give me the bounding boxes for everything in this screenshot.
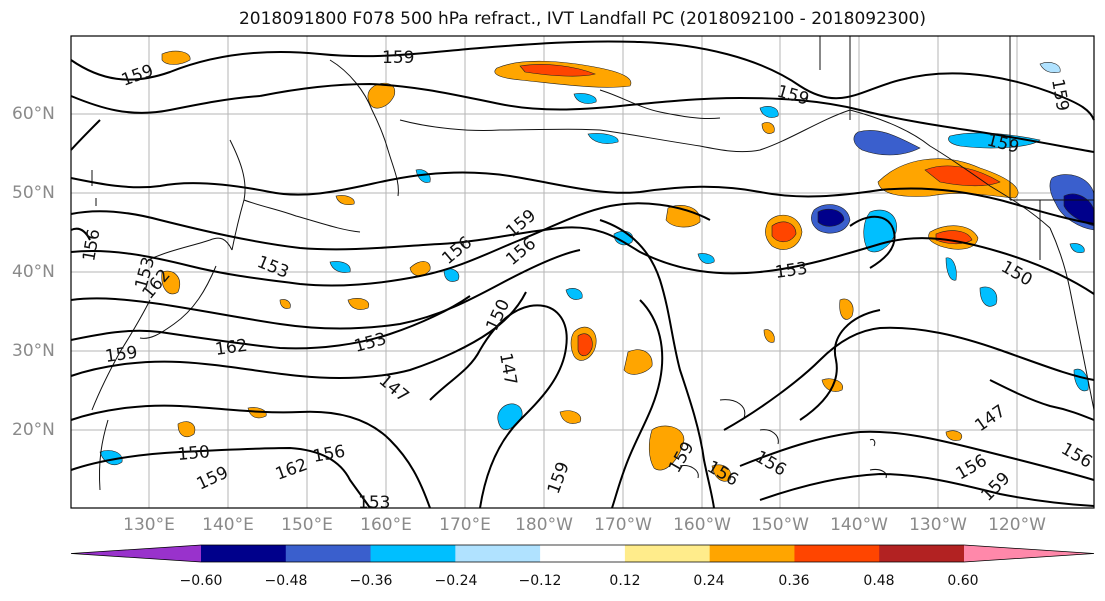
shade-patch: [415, 169, 431, 183]
shade-patch: [247, 407, 267, 419]
map-title: 2018091800 F078 500 hPa refract., IVT La…: [238, 9, 926, 29]
shade-patch: [161, 50, 191, 65]
contour-label: 162: [214, 336, 249, 360]
shade-patch: [839, 298, 854, 320]
lon-label: 150°E: [281, 515, 333, 535]
colorbar-tick-label: 0.36: [778, 573, 810, 589]
colorbar: [70, 544, 1095, 563]
shade-patch: [1073, 368, 1089, 392]
shade-patch: [1039, 62, 1061, 74]
shade-patch: [945, 430, 963, 441]
shade-patch: [177, 421, 196, 437]
lon-label: 130°E: [123, 515, 175, 535]
shade-patch: [665, 205, 701, 228]
colorbar-segment: [794, 545, 880, 562]
contour-label: 153: [774, 259, 809, 283]
lon-label: 160°W: [673, 515, 731, 535]
lon-label: 140°E: [202, 515, 254, 535]
shade-patch: [329, 261, 351, 273]
shade-patch: [559, 410, 582, 424]
colorbar-tick-label: −0.60: [179, 573, 223, 589]
contour-label: 150: [177, 442, 211, 465]
colorbar-segment: [455, 545, 541, 562]
colorbar-segment: [709, 545, 795, 562]
colorbar-tick-label: −0.48: [264, 573, 308, 589]
lon-label: 130°W: [909, 515, 967, 535]
colorbar-tick-label: 0.60: [947, 573, 979, 589]
colorbar-segment: [540, 545, 626, 562]
shade-patch: [759, 106, 779, 118]
shade-patch: [347, 298, 370, 310]
lon-label: 180°W: [515, 515, 573, 535]
colorbar-segment: [201, 545, 287, 562]
shade-patch: [587, 133, 619, 144]
lon-label: 170°W: [594, 515, 652, 535]
shade-patch: [817, 208, 845, 227]
shade-patch: [945, 257, 957, 281]
colorbar-segment: [879, 545, 965, 562]
shade-patch: [853, 130, 921, 156]
colorbar-extend-low: [71, 545, 201, 562]
colorbar-segment: [624, 545, 711, 562]
lon-label: 160°E: [360, 515, 412, 535]
colorbar-tick-label: −0.24: [434, 573, 478, 589]
lon-label: 120°W: [988, 515, 1046, 535]
shade-patch: [979, 286, 998, 307]
shade-patch: [573, 93, 597, 104]
contour-label: 153: [358, 493, 390, 513]
lat-label: 60°N: [12, 104, 55, 124]
colorbar-segment: [370, 545, 456, 562]
contour-label: 159: [382, 48, 414, 68]
shade-patch: [577, 333, 593, 357]
shade-patch: [335, 195, 355, 206]
lat-label: 30°N: [12, 341, 55, 361]
shade-patch: [443, 268, 460, 282]
gridlines: [71, 36, 1094, 508]
colorbar-tick-label: −0.12: [518, 573, 562, 589]
lon-label: 150°W: [751, 515, 809, 535]
colorbar-segment: [285, 545, 372, 562]
lat-label: 20°N: [12, 420, 55, 440]
colorbar-extend-high: [964, 545, 1094, 562]
colorbar-tick-label: 0.24: [693, 573, 725, 589]
shade-patch: [519, 64, 596, 77]
shade-patch: [565, 288, 583, 300]
map-frame: [70, 35, 1095, 509]
shade-patch: [771, 221, 797, 243]
shade-patch: [161, 270, 181, 295]
shade-patch: [697, 253, 715, 264]
shade-patch: [279, 299, 291, 309]
colorbar-tick-label: 0.12: [609, 573, 641, 589]
shade-patch: [761, 122, 775, 134]
shade-patch: [1069, 243, 1085, 254]
colorbar-tick-label: −0.36: [349, 573, 393, 589]
shade-patch: [648, 425, 685, 471]
lon-label: 170°E: [439, 515, 491, 535]
contour-label: 159: [104, 343, 139, 367]
lat-label: 40°N: [12, 262, 55, 282]
lon-label: 140°W: [830, 515, 888, 535]
shade-patch: [409, 261, 431, 277]
shade-patch: [711, 464, 732, 482]
shade-patch: [924, 165, 1001, 187]
colorbar-outline: [70, 544, 1095, 563]
height-contours: [70, 40, 1095, 509]
shade-patch: [763, 329, 775, 343]
shade-patch: [367, 83, 396, 109]
shade-patch: [623, 349, 653, 375]
colorbar-tick-label: 0.48: [863, 573, 895, 589]
contour-labels: 159 159 159 159 159 156 153 162 159 162 …: [79, 48, 1095, 513]
lat-label: 50°N: [12, 183, 55, 203]
